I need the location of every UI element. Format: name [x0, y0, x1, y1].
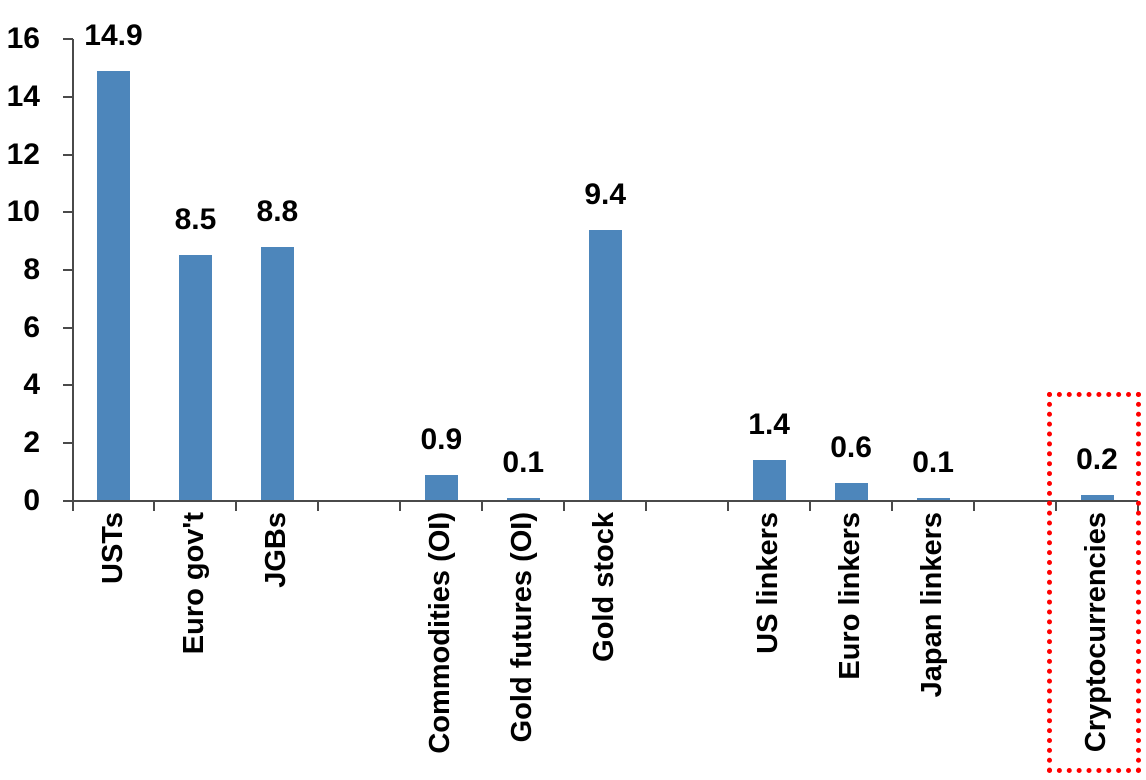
category-label-commodities-oi: Commodities (OI)	[424, 512, 457, 754]
bar-value-label: 0.9	[420, 422, 463, 456]
x-tick-mark	[727, 500, 730, 511]
category-label-euro-gov-t: Euro gov't	[178, 512, 211, 655]
category-label-usts: USTs	[96, 512, 129, 584]
y-tick-mark	[62, 326, 73, 329]
y-tick-label: 14	[6, 79, 40, 113]
highlight-box	[1047, 392, 1142, 773]
bar-japan-linkers	[916, 497, 950, 501]
bar-value-label: 8.5	[174, 203, 217, 237]
category-label-cell: Gold futures (OI)	[482, 512, 564, 778]
bar-gold-futures-oi	[506, 497, 540, 501]
y-tick-mark	[62, 95, 73, 98]
x-tick-mark	[563, 500, 566, 511]
y-tick-mark	[62, 384, 73, 387]
x-tick-mark	[399, 500, 402, 511]
y-tick-mark	[62, 153, 73, 156]
y-tick-mark	[62, 211, 73, 214]
x-tick-mark	[317, 500, 320, 511]
category-label-gold-futures-oi: Gold futures (OI)	[506, 512, 539, 743]
y-tick-label: 8	[23, 252, 40, 286]
y-tick-label: 2	[23, 425, 40, 459]
y-tick-label: 10	[6, 195, 40, 229]
y-tick-label: 16	[6, 22, 40, 56]
x-tick-mark	[809, 500, 812, 511]
bar-commodities-oi	[424, 474, 458, 501]
y-tick-label: 0	[23, 483, 40, 517]
category-label-cell: Commodities (OI)	[400, 512, 482, 778]
category-label-japan-linkers: Japan linkers	[916, 512, 949, 698]
bar-value-label: 14.9	[84, 19, 143, 52]
bar-value-label: 0.6	[830, 431, 872, 465]
bar-value-label: 0.2	[1076, 442, 1118, 476]
category-label-cell: JGBs	[236, 512, 318, 778]
x-tick-mark	[481, 500, 484, 511]
x-tick-mark	[973, 500, 976, 511]
x-tick-mark	[235, 500, 238, 511]
bar-usts	[96, 71, 130, 501]
bar-jgbs	[260, 246, 294, 501]
y-tick-label: 4	[23, 368, 40, 402]
x-tick-mark	[645, 500, 648, 511]
category-label-euro-linkers: Euro linkers	[834, 512, 867, 680]
category-label-cell: Gold stock	[564, 512, 646, 778]
bar-us-linkers	[752, 460, 786, 501]
bar-euro-linkers	[834, 483, 868, 501]
bar-value-label: 9.4	[584, 177, 627, 211]
y-tick-label: 12	[6, 137, 40, 171]
category-label-gold-stock: Gold stock	[588, 512, 621, 662]
bar-value-label: 0.1	[912, 445, 954, 479]
y-tick-mark	[62, 38, 73, 41]
bar-value-label: 1.4	[748, 408, 790, 442]
category-label-cell: US linkers	[728, 512, 810, 778]
category-label-cell: Japan linkers	[892, 512, 974, 778]
category-label-jgbs: JGBs	[260, 512, 293, 588]
bar-value-label: 8.8	[256, 194, 299, 228]
category-label-cell: USTs	[73, 512, 155, 778]
x-tick-mark	[891, 500, 894, 511]
y-tick-label: 6	[23, 310, 40, 344]
y-tick-mark	[62, 268, 73, 271]
x-tick-mark	[1055, 500, 1058, 511]
category-label-cell: Euro gov't	[154, 512, 236, 778]
bar-gold-stock	[588, 229, 622, 501]
bar-cryptocurrencies	[1080, 494, 1114, 501]
x-tick-mark	[71, 500, 74, 511]
y-axis-line	[71, 39, 74, 502]
category-label-us-linkers: US linkers	[752, 512, 785, 654]
category-label-cell: Euro linkers	[810, 512, 892, 778]
y-tick-mark	[62, 441, 73, 444]
bar-value-label: 0.1	[502, 445, 545, 479]
x-tick-mark	[153, 500, 156, 511]
bar-euro-gov-t	[178, 255, 212, 501]
x-axis-line	[62, 499, 1138, 502]
